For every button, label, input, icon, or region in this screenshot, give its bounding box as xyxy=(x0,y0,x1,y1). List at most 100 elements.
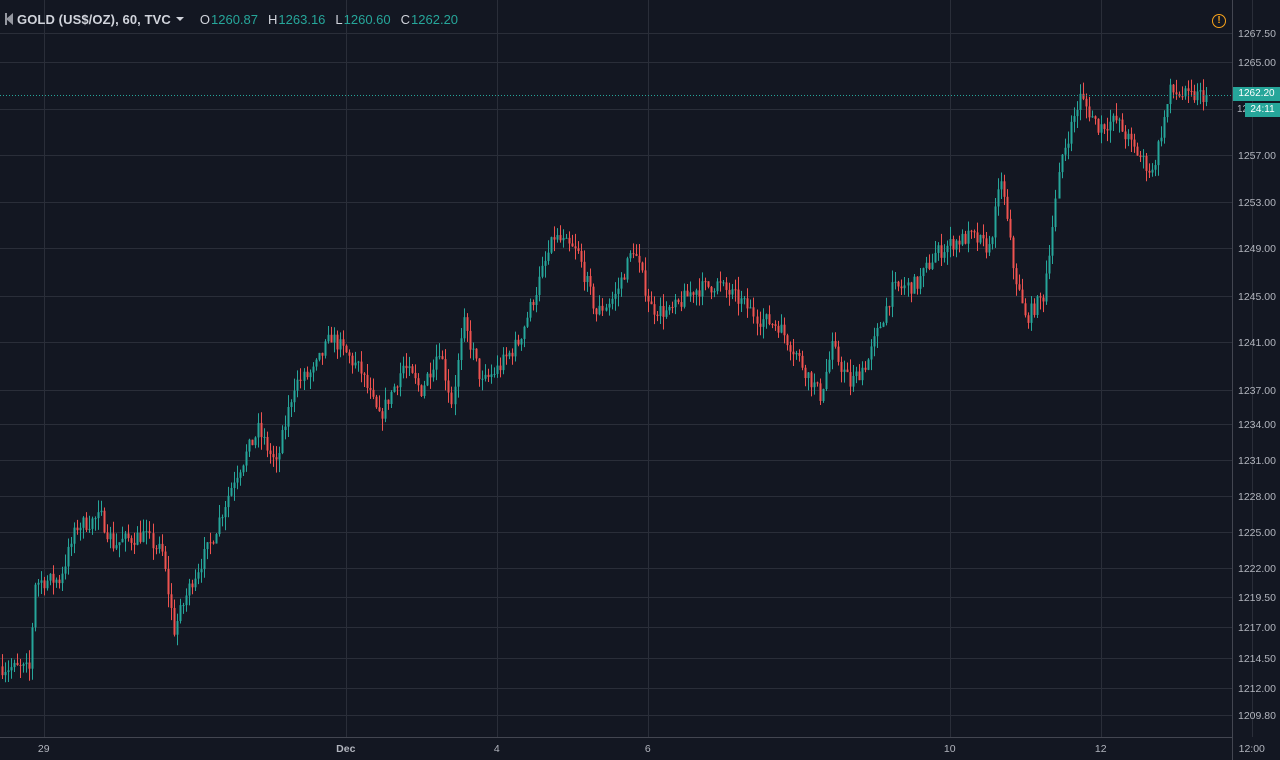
candle xyxy=(188,578,191,606)
candle xyxy=(771,323,774,329)
candle-body xyxy=(919,276,922,289)
candle xyxy=(1202,79,1205,111)
candle-body xyxy=(650,301,653,305)
candle-body xyxy=(390,391,393,404)
candle xyxy=(348,349,351,364)
candle xyxy=(719,271,722,292)
candle-body xyxy=(577,248,580,251)
candle-body xyxy=(387,399,390,404)
candle-body xyxy=(813,382,816,388)
candle xyxy=(170,583,173,621)
symbol-title[interactable]: GOLD (US$/OZ), 60, TVC xyxy=(17,11,171,27)
candle xyxy=(689,281,692,302)
candle xyxy=(173,599,176,637)
candle-body xyxy=(798,353,801,356)
candle-body xyxy=(574,246,577,249)
candle-body xyxy=(296,379,299,391)
candle-body xyxy=(774,324,777,326)
candle-body xyxy=(961,233,964,245)
candle-body xyxy=(768,314,771,325)
candle-body xyxy=(221,517,224,519)
candle-body xyxy=(1097,118,1100,133)
candle xyxy=(28,650,31,681)
chevron-down-icon[interactable] xyxy=(175,17,184,21)
candle xyxy=(671,301,674,314)
collapse-arrow-icon[interactable] xyxy=(5,13,13,25)
candle xyxy=(846,362,849,373)
candle-body xyxy=(825,371,828,390)
candle xyxy=(275,446,278,473)
candle-body xyxy=(864,367,867,370)
candle xyxy=(943,244,946,263)
candle-body xyxy=(484,374,487,379)
candle xyxy=(136,526,139,546)
candle-body xyxy=(248,439,251,452)
price-axis[interactable]: 1209.80 1212.00 1214.50 1217.00 1219.50 1222.… xyxy=(1238,28,1276,722)
candle xyxy=(970,229,973,239)
candle-body xyxy=(964,233,967,244)
candle xyxy=(438,343,441,360)
candle xyxy=(387,399,390,410)
candle xyxy=(91,516,94,535)
candle-body xyxy=(133,542,136,545)
candle xyxy=(52,565,55,595)
candle xyxy=(795,350,798,360)
candle-body xyxy=(870,346,873,360)
candle xyxy=(928,254,931,271)
candle-body xyxy=(1112,115,1115,122)
candle xyxy=(402,356,405,379)
candle-body xyxy=(541,265,544,277)
candle xyxy=(447,369,450,403)
candle-body xyxy=(605,307,608,311)
candle xyxy=(312,362,315,382)
candle-body xyxy=(420,385,423,396)
candle-body xyxy=(348,352,351,356)
candle-body xyxy=(1205,94,1208,103)
candle-body xyxy=(1181,96,1184,98)
candle-body xyxy=(840,361,843,372)
candle xyxy=(1051,215,1054,265)
candle-body xyxy=(1160,137,1163,142)
candle-body xyxy=(293,390,296,403)
candle xyxy=(254,436,257,449)
candle-body xyxy=(327,334,330,342)
candle xyxy=(608,298,611,316)
candle xyxy=(1124,125,1127,149)
candle-body xyxy=(677,299,680,303)
candle xyxy=(215,532,218,544)
candle-body xyxy=(698,290,701,297)
candle xyxy=(423,380,426,399)
candle-body xyxy=(1003,181,1006,197)
candle xyxy=(614,282,617,311)
candle xyxy=(1094,115,1097,125)
candle xyxy=(420,384,423,397)
candle-body xyxy=(257,422,260,438)
candle-body xyxy=(728,289,731,295)
warning-icon[interactable]: ! xyxy=(1212,14,1226,28)
candle-body xyxy=(756,316,759,324)
candle-body xyxy=(1133,139,1136,147)
candle xyxy=(478,358,481,387)
time-tick-label: 4 xyxy=(494,743,500,755)
candle xyxy=(426,371,429,387)
candle-body xyxy=(1157,141,1160,166)
candle-body xyxy=(1079,93,1082,110)
candle xyxy=(813,373,816,395)
candle xyxy=(242,464,245,476)
candle xyxy=(357,360,360,372)
candle xyxy=(224,501,227,531)
candle xyxy=(994,198,997,248)
candle xyxy=(598,295,601,316)
candle xyxy=(251,439,254,446)
candle-body xyxy=(674,299,677,308)
candle-body xyxy=(493,373,496,375)
candle-body xyxy=(402,365,405,374)
candle xyxy=(1136,142,1139,156)
candle xyxy=(683,283,686,309)
candle xyxy=(88,515,91,533)
candle xyxy=(167,556,170,608)
candle-body xyxy=(731,289,734,295)
candle-body xyxy=(381,411,384,419)
